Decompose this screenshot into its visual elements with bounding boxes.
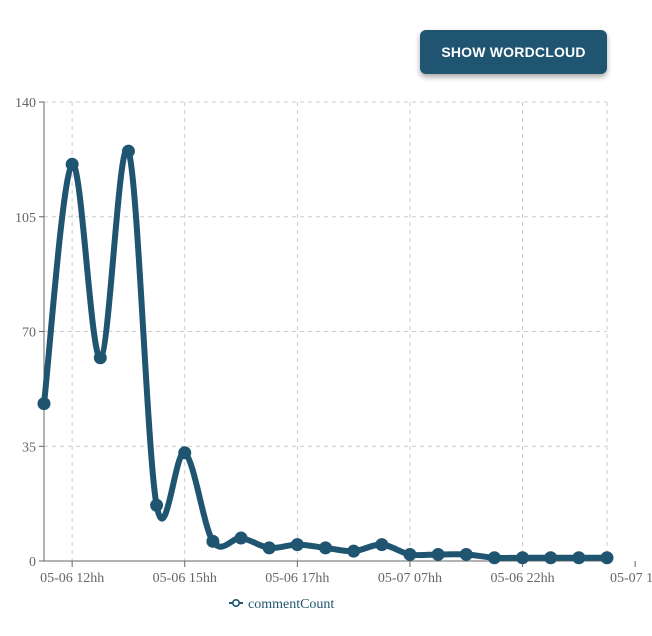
x-tick-label: 05-06 17hh (265, 571, 329, 586)
data-point (262, 541, 276, 555)
data-point (544, 551, 558, 565)
data-point (234, 531, 248, 545)
show-wordcloud-button[interactable]: SHOW WORDCLOUD (420, 30, 607, 74)
data-point (178, 446, 192, 460)
x-tick-label: 05-06 15hh (153, 571, 217, 586)
y-tick-label: 140 (15, 96, 36, 111)
data-point (572, 551, 586, 565)
x-axis-ticks: 05-06 12hh 05-06 15hh 05-06 17hh 05-07 07hh… (40, 561, 652, 586)
data-point (487, 551, 501, 565)
data-point (121, 144, 135, 158)
x-tick-label: 05-06 12hh (40, 571, 104, 586)
legend[interactable]: commentCount (229, 597, 334, 612)
data-point (319, 541, 332, 555)
x-tick-label: 05-06 22hh (490, 571, 554, 586)
data-point (375, 538, 389, 552)
x-tick-label: 05-07 13hh (610, 571, 652, 586)
data-point (206, 534, 220, 548)
data-point (403, 547, 417, 561)
y-tick-label: 35 (22, 440, 36, 455)
chart-grid (44, 101, 608, 561)
data-point (37, 397, 51, 411)
legend-label-commentcount: commentCount (248, 597, 334, 612)
y-axis-ticks: 0 35 70 105 140 (15, 96, 44, 570)
data-point (347, 544, 361, 558)
data-point (459, 547, 473, 561)
y-tick-label: 105 (15, 211, 36, 226)
data-point (93, 351, 107, 365)
data-point (150, 498, 164, 512)
data-point (431, 547, 445, 561)
x-tick-label: 05-07 07hh (378, 571, 442, 586)
y-tick-label: 0 (29, 555, 36, 570)
data-point (516, 551, 530, 565)
data-point (600, 551, 614, 565)
data-point (290, 538, 304, 552)
series-commentcount (37, 144, 614, 565)
data-point (65, 157, 79, 171)
y-tick-label: 70 (22, 326, 36, 341)
legend-marker-icon (232, 598, 241, 607)
